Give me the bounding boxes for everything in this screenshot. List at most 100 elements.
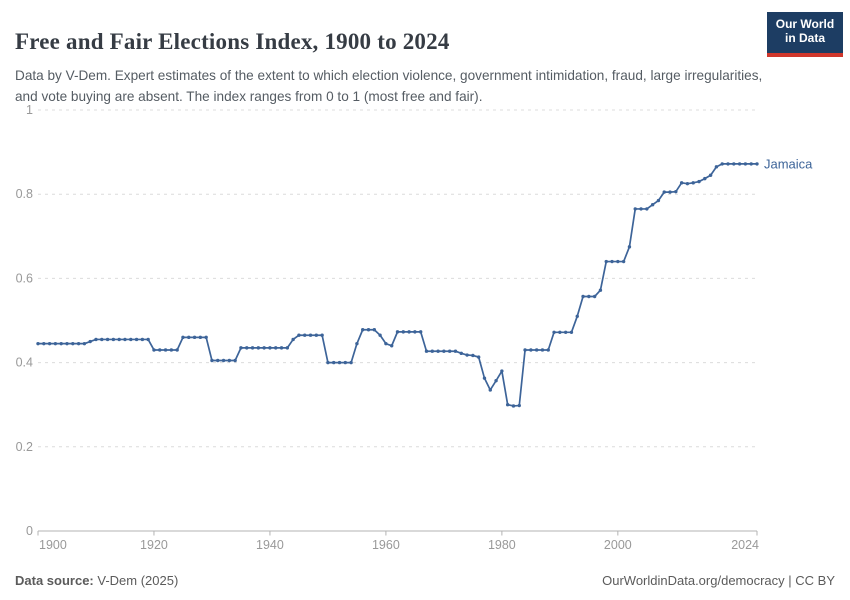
data-point xyxy=(436,349,440,353)
data-point xyxy=(558,330,562,334)
y-tick-label: 0.8 xyxy=(16,187,33,201)
data-point xyxy=(476,355,481,359)
data-point xyxy=(123,337,127,342)
data-point xyxy=(424,349,429,353)
data-point xyxy=(418,330,423,334)
data-point xyxy=(587,294,591,299)
data-point xyxy=(65,341,69,346)
data-source-value: V-Dem (2025) xyxy=(93,573,179,588)
data-point xyxy=(610,259,614,264)
data-point xyxy=(129,337,133,342)
data-point xyxy=(627,245,632,249)
data-point xyxy=(459,351,463,356)
data-point xyxy=(94,337,98,342)
data-point xyxy=(447,349,452,353)
data-point xyxy=(453,349,458,353)
x-tick-label: 1920 xyxy=(140,538,168,552)
data-point xyxy=(500,369,504,373)
x-tick-label: 2024 xyxy=(731,538,759,552)
data-point xyxy=(581,294,585,299)
data-point xyxy=(320,333,324,337)
data-point xyxy=(471,353,475,358)
data-point xyxy=(494,379,498,383)
data-point xyxy=(395,330,400,334)
data-point xyxy=(720,162,724,166)
data-point xyxy=(575,314,579,318)
data-point xyxy=(268,346,272,350)
data-point xyxy=(378,333,382,337)
data-point xyxy=(152,348,156,352)
data-point xyxy=(308,333,313,337)
data-point xyxy=(332,360,336,365)
data-point xyxy=(598,288,603,292)
data-point xyxy=(639,207,643,211)
chart-footer: Data source: V-Dem (2025) OurWorldinData… xyxy=(15,573,835,588)
data-point xyxy=(140,337,145,342)
jamaica-line xyxy=(37,163,758,407)
data-point xyxy=(662,190,666,194)
data-point xyxy=(726,162,730,166)
data-point xyxy=(82,341,87,346)
data-point xyxy=(563,330,568,334)
data-point xyxy=(361,328,365,332)
data-point xyxy=(71,341,75,346)
data-point xyxy=(291,337,295,342)
data-point xyxy=(529,348,533,352)
data-point xyxy=(749,162,753,166)
data-point xyxy=(384,341,388,346)
data-point xyxy=(256,346,261,350)
data-point xyxy=(36,341,40,346)
data-point xyxy=(737,162,742,166)
data-point xyxy=(274,346,278,350)
data-point xyxy=(233,358,237,363)
data-point xyxy=(303,333,307,337)
data-point xyxy=(59,341,63,346)
data-point xyxy=(703,176,707,181)
data-point xyxy=(714,165,719,169)
data-point xyxy=(517,403,521,408)
data-point xyxy=(349,360,353,365)
data-point xyxy=(372,328,377,332)
data-point xyxy=(552,330,556,334)
data-point xyxy=(430,349,434,353)
data-point xyxy=(111,337,116,342)
data-point xyxy=(117,337,121,342)
y-tick-label: 0.2 xyxy=(16,440,33,454)
data-point xyxy=(337,360,342,365)
x-tick-label: 1960 xyxy=(372,538,400,552)
data-point xyxy=(100,337,104,342)
data-point xyxy=(488,388,492,392)
data-point xyxy=(221,358,226,363)
data-point xyxy=(239,346,243,350)
series-label-jamaica[interactable]: Jamaica xyxy=(764,156,813,171)
data-point xyxy=(755,162,759,166)
owid-logo-line1: Our World xyxy=(775,17,835,31)
data-point xyxy=(708,173,713,177)
footer-link[interactable]: OurWorldinData.org/democracy | CC BY xyxy=(602,573,835,588)
x-tick-label: 1900 xyxy=(39,538,67,552)
data-point xyxy=(413,330,417,334)
data-point xyxy=(668,190,672,194)
data-point xyxy=(227,358,232,363)
owid-logo[interactable]: Our World in Data xyxy=(767,12,843,57)
data-point xyxy=(546,348,550,352)
data-point xyxy=(47,341,52,346)
data-point xyxy=(88,339,92,344)
data-point xyxy=(505,403,510,407)
data-point xyxy=(285,346,290,350)
data-point xyxy=(650,203,655,207)
data-point xyxy=(134,337,139,342)
data-point xyxy=(511,404,516,408)
data-point xyxy=(163,348,168,352)
data-point xyxy=(146,337,150,342)
data-source-label: Data source: xyxy=(15,573,94,588)
x-tick-label: 2000 xyxy=(604,538,632,552)
data-point xyxy=(697,179,701,184)
data-point xyxy=(691,181,695,185)
data-point xyxy=(465,353,469,357)
data-point xyxy=(523,348,527,352)
data-point xyxy=(175,348,179,352)
data-point xyxy=(204,335,208,340)
